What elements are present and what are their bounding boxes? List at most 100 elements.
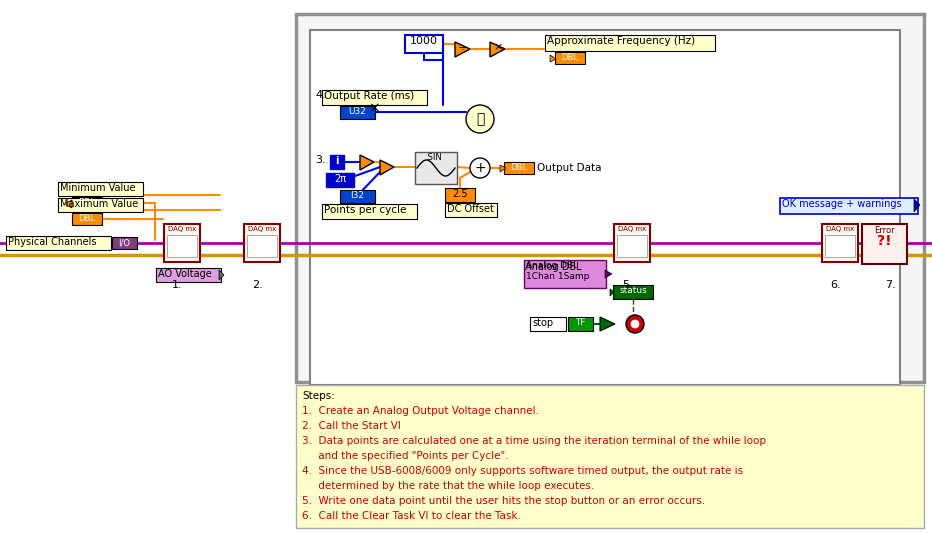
Text: +: + <box>474 161 486 175</box>
Text: 2.5: 2.5 <box>452 189 468 199</box>
Bar <box>555 52 585 64</box>
Text: DAQ mx: DAQ mx <box>168 226 196 232</box>
Text: DAQ mx: DAQ mx <box>618 226 646 232</box>
Text: 1000: 1000 <box>410 36 438 46</box>
Bar <box>58 198 143 212</box>
Bar <box>58 182 143 196</box>
Text: 2.: 2. <box>252 280 263 290</box>
Bar <box>405 35 443 53</box>
Bar <box>296 14 924 382</box>
Text: 6.: 6. <box>830 280 841 290</box>
Text: Points per cycle: Points per cycle <box>324 205 406 215</box>
Bar <box>415 152 457 184</box>
Polygon shape <box>550 55 556 62</box>
Text: and the specified "Points per Cycle".: and the specified "Points per Cycle". <box>302 451 509 461</box>
Polygon shape <box>600 317 615 331</box>
Polygon shape <box>914 199 920 212</box>
Bar <box>322 90 427 105</box>
Text: 5.: 5. <box>622 280 633 290</box>
Polygon shape <box>605 270 612 278</box>
Polygon shape <box>66 200 72 208</box>
Text: U32: U32 <box>348 107 366 116</box>
Bar <box>296 385 924 528</box>
Text: 6.  Call the Clear Task VI to clear the Task.: 6. Call the Clear Task VI to clear the T… <box>302 511 521 521</box>
Text: Steps:: Steps: <box>302 391 335 401</box>
Text: 3.  Data points are calculated one at a time using the iteration terminal of the: 3. Data points are calculated one at a t… <box>302 436 766 446</box>
Polygon shape <box>455 42 470 57</box>
Bar <box>614 224 650 262</box>
Text: AO Voltage: AO Voltage <box>158 269 212 279</box>
Bar <box>322 204 417 219</box>
Bar <box>310 30 900 385</box>
Text: DBL: DBL <box>78 214 95 223</box>
Text: ⏱: ⏱ <box>476 112 485 126</box>
Text: ×: × <box>368 101 380 115</box>
Bar <box>613 285 653 299</box>
Text: Error: Error <box>873 226 895 235</box>
Polygon shape <box>490 42 505 57</box>
Bar <box>326 173 354 187</box>
Text: Maximum Value: Maximum Value <box>60 199 138 209</box>
Bar <box>72 197 102 209</box>
Text: 2π: 2π <box>334 174 346 184</box>
Bar <box>340 106 375 119</box>
Text: DBL: DBL <box>511 163 528 172</box>
Text: Minimum Value: Minimum Value <box>60 183 135 193</box>
Polygon shape <box>380 160 394 175</box>
Bar <box>164 224 200 262</box>
Bar <box>445 188 475 202</box>
Text: Output Rate (ms): Output Rate (ms) <box>324 91 414 101</box>
Bar <box>340 190 375 203</box>
Text: 4.  Since the USB-6008/6009 only supports software timed output, the output rate: 4. Since the USB-6008/6009 only supports… <box>302 466 743 476</box>
Text: 2.  Call the Start VI: 2. Call the Start VI <box>302 421 401 431</box>
Text: i: i <box>336 156 338 166</box>
Text: ÷: ÷ <box>458 42 467 52</box>
Bar <box>530 317 566 331</box>
Text: status: status <box>619 286 647 295</box>
Text: Physical Channels: Physical Channels <box>8 237 97 247</box>
Circle shape <box>626 315 644 333</box>
Bar <box>330 155 344 169</box>
Bar <box>72 213 102 225</box>
Polygon shape <box>610 289 614 296</box>
Bar <box>862 224 907 264</box>
Bar <box>244 224 280 262</box>
Bar <box>167 235 197 257</box>
Circle shape <box>470 158 490 178</box>
Polygon shape <box>500 165 506 172</box>
Bar <box>504 162 534 174</box>
Text: DC Offset: DC Offset <box>447 204 494 214</box>
Text: 5.  Write one data point until the user hits the stop button or an error occurs.: 5. Write one data point until the user h… <box>302 496 706 506</box>
Text: DBL: DBL <box>78 198 95 207</box>
Bar <box>780 198 918 214</box>
Bar <box>156 268 221 282</box>
Bar <box>545 35 715 51</box>
Text: DAQ mx: DAQ mx <box>248 226 276 232</box>
Text: ?!: ?! <box>877 234 891 248</box>
Polygon shape <box>360 155 374 170</box>
Bar <box>524 260 606 288</box>
Text: DBL: DBL <box>561 53 579 62</box>
Bar <box>247 235 277 257</box>
Text: I32: I32 <box>350 191 364 200</box>
Bar <box>6 236 111 250</box>
Circle shape <box>631 320 639 328</box>
Text: 7.: 7. <box>885 280 896 290</box>
Bar <box>112 237 137 249</box>
Bar <box>822 224 858 262</box>
Text: 1Chan 1Samp: 1Chan 1Samp <box>526 272 589 281</box>
Text: DAQ mx: DAQ mx <box>826 226 854 232</box>
Text: 1.: 1. <box>172 280 183 290</box>
Text: 1.  Create an Analog Output Voltage channel.: 1. Create an Analog Output Voltage chann… <box>302 406 539 416</box>
Text: determined by the rate that the while loop executes.: determined by the rate that the while lo… <box>302 481 595 491</box>
Text: TF: TF <box>575 318 585 327</box>
Circle shape <box>466 105 494 133</box>
Text: Analog DBL: Analog DBL <box>526 261 578 270</box>
Text: I/O: I/O <box>118 238 130 247</box>
Bar <box>617 235 647 257</box>
Text: 3.: 3. <box>315 155 325 165</box>
Text: 4.: 4. <box>315 90 326 100</box>
Text: Output Data: Output Data <box>537 163 601 173</box>
Polygon shape <box>219 270 224 280</box>
Text: .SIN: .SIN <box>425 153 442 162</box>
